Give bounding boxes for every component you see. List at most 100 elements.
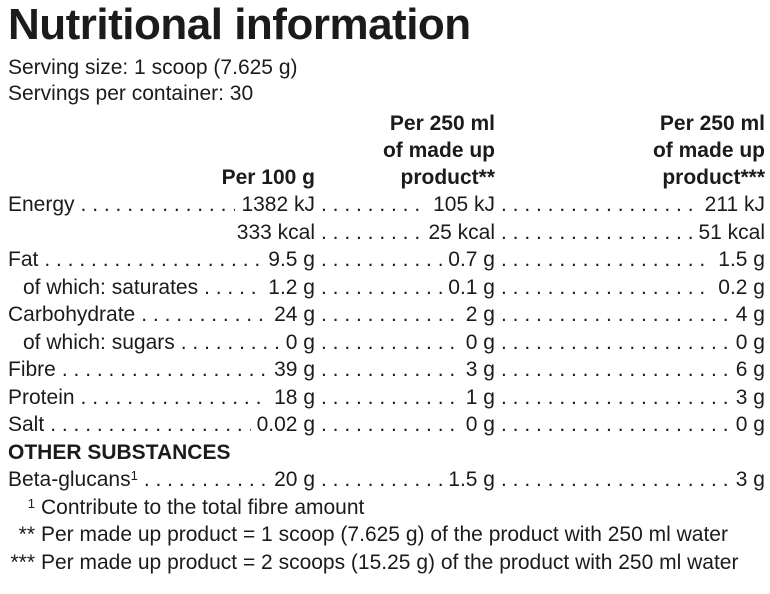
value-per-100g: 0.02 g: [256, 413, 315, 436]
table-row-energy-kcal: 333 kcal 25 kcal 51 kcal: [8, 219, 765, 247]
nutrition-label: Nutritional information Serving size: 1 …: [0, 0, 770, 576]
column-header-per-250ml-double: Per 250 ml of made up product***: [495, 110, 765, 191]
value-per-250ml-double: 211 kJ: [704, 193, 765, 216]
dot-leader: [321, 329, 460, 357]
cell-per-100g: 39 g: [56, 356, 315, 384]
row-label: Fibre: [8, 358, 56, 381]
footnote-beta-glucans: 1 Contribute to the total fibre amount: [8, 494, 765, 522]
value-per-250ml-single: 1.5 g: [448, 468, 495, 491]
dot-leader: [501, 384, 730, 412]
cell-per-100g: 1382 kJ: [75, 191, 315, 219]
row-label: Beta-glucans1: [8, 466, 138, 494]
dot-leader: [204, 274, 262, 302]
cell-per-250ml-double: 0.2 g: [495, 274, 765, 302]
row-label: of which: saturates: [23, 275, 199, 299]
footnote-text: Per made up product = 2 scoops (15.25 g)…: [41, 550, 739, 574]
value-per-100g: 1.2 g: [268, 275, 315, 299]
row-label: Carbohydrate: [8, 303, 136, 326]
value-per-250ml-single: 2 g: [465, 303, 495, 326]
table-row-beta-glucans: Beta-glucans1 20 g 1.5 g 3 g: [8, 466, 765, 494]
cell-per-250ml-single: 25 kcal: [315, 219, 495, 247]
column-header-line: product***: [662, 166, 765, 189]
value-per-250ml-double: 0 g: [735, 413, 765, 436]
column-header-line: Per 250 ml: [389, 112, 495, 135]
cell-per-250ml-double: 0 g: [495, 411, 765, 439]
value-per-250ml-single: 0 g: [465, 330, 495, 354]
row-label: Salt: [8, 413, 45, 436]
row-label: Protein: [8, 385, 75, 409]
value-per-250ml-single: 105 kJ: [433, 193, 495, 216]
servings-per-container-text: Servings per container: 30: [8, 82, 254, 105]
page-title: Nutritional information: [8, 0, 471, 49]
column-header-line: product**: [400, 166, 496, 189]
row-label: Fat: [8, 248, 39, 271]
dot-leader: [321, 301, 460, 329]
dot-leader: [81, 384, 269, 412]
dot-leader: [181, 329, 280, 357]
value-per-100g: 24 g: [274, 303, 315, 326]
dot-leader: [321, 356, 460, 384]
cell-per-100g: 9.5 g: [38, 246, 315, 274]
cell-per-250ml-single: 1.5 g: [315, 466, 495, 494]
dot-leader: [321, 384, 460, 412]
dot-leader: [144, 466, 268, 494]
dot-leader: [81, 191, 236, 219]
value-per-100g: 0 g: [285, 330, 315, 354]
section-heading-row: OTHER SUBSTANCES: [8, 439, 765, 467]
dot-leader: [501, 246, 712, 274]
dot-leader: [321, 274, 442, 302]
cell-per-250ml-double: 0 g: [495, 329, 765, 357]
section-heading-other-substances: OTHER SUBSTANCES: [8, 440, 231, 464]
cell-per-250ml-single: 0.7 g: [315, 246, 495, 274]
cell-per-250ml-double: 1.5 g: [495, 246, 765, 274]
cell-per-250ml-double: 3 g: [495, 466, 765, 494]
serving-size-text: Serving size: 1 scoop (7.625 g): [8, 56, 298, 79]
cell-per-250ml-double: 51 kcal: [495, 219, 765, 247]
cell-per-250ml-single: 0.1 g: [315, 274, 495, 302]
value-per-250ml-double: 1.5 g: [718, 248, 765, 271]
dot-leader: [501, 356, 730, 384]
footnote-ref-superscript: 1: [130, 468, 138, 484]
cell-per-100g: 333 kcal: [8, 219, 315, 247]
cell-per-250ml-single: 105 kJ: [315, 191, 495, 219]
table-row-protein: Protein 18 g 1 g 3 g: [8, 384, 765, 412]
cell-per-100g: 20 g: [138, 466, 315, 494]
value-per-250ml-double: 0.2 g: [718, 275, 765, 299]
row-label: of which: sugars: [23, 330, 175, 354]
table-row-carbohydrate: Carbohydrate 24 g 2 g 4 g: [8, 301, 765, 329]
cell-per-250ml-single: 1 g: [315, 384, 495, 412]
dot-leader: [321, 411, 460, 439]
column-header-line: Per 250 ml: [659, 112, 765, 135]
value-per-250ml-single: 0.1 g: [448, 275, 495, 299]
value-per-100g: 1382 kJ: [241, 193, 315, 216]
value-per-100g: 20 g: [274, 468, 315, 491]
value-per-250ml-single: 0.7 g: [448, 248, 495, 271]
dot-leader: [501, 411, 730, 439]
dot-leader: [501, 191, 699, 219]
row-label-text: Beta-glucans: [8, 468, 131, 491]
value-per-250ml-double: 51 kcal: [698, 220, 765, 244]
dot-leader: [321, 246, 442, 274]
value-per-100g: 39 g: [274, 358, 315, 381]
dot-leader: [501, 329, 730, 357]
table-row-energy: Energy 1382 kJ 105 kJ 211 kJ: [8, 191, 765, 219]
dot-leader: [62, 356, 268, 384]
cell-per-100g: 0.02 g: [44, 411, 315, 439]
dot-leader: [501, 219, 692, 247]
footnote-double-asterisk: ** Per made up product = 1 scoop (7.625 …: [8, 521, 765, 549]
value-per-250ml-single: 0 g: [465, 413, 495, 436]
column-header-line: of made up: [382, 139, 495, 162]
cell-per-100g: 1.2 g: [198, 274, 315, 302]
table-row-saturates: of which: saturates 1.2 g 0.1 g 0.2 g: [8, 274, 765, 302]
dot-leader: [501, 274, 712, 302]
table-row-fibre: Fibre 39 g 3 g 6 g: [8, 356, 765, 384]
cell-per-100g: 0 g: [175, 329, 315, 357]
footnotes: 1 Contribute to the total fibre amount *…: [8, 494, 765, 577]
value-per-250ml-single: 25 kcal: [428, 220, 495, 244]
footnote-marker: **: [18, 523, 35, 546]
cell-per-250ml-double: 211 kJ: [495, 191, 765, 219]
dot-leader: [501, 466, 730, 494]
dot-leader: [501, 301, 730, 329]
dot-leader: [44, 246, 262, 274]
dot-leader: [50, 411, 250, 439]
